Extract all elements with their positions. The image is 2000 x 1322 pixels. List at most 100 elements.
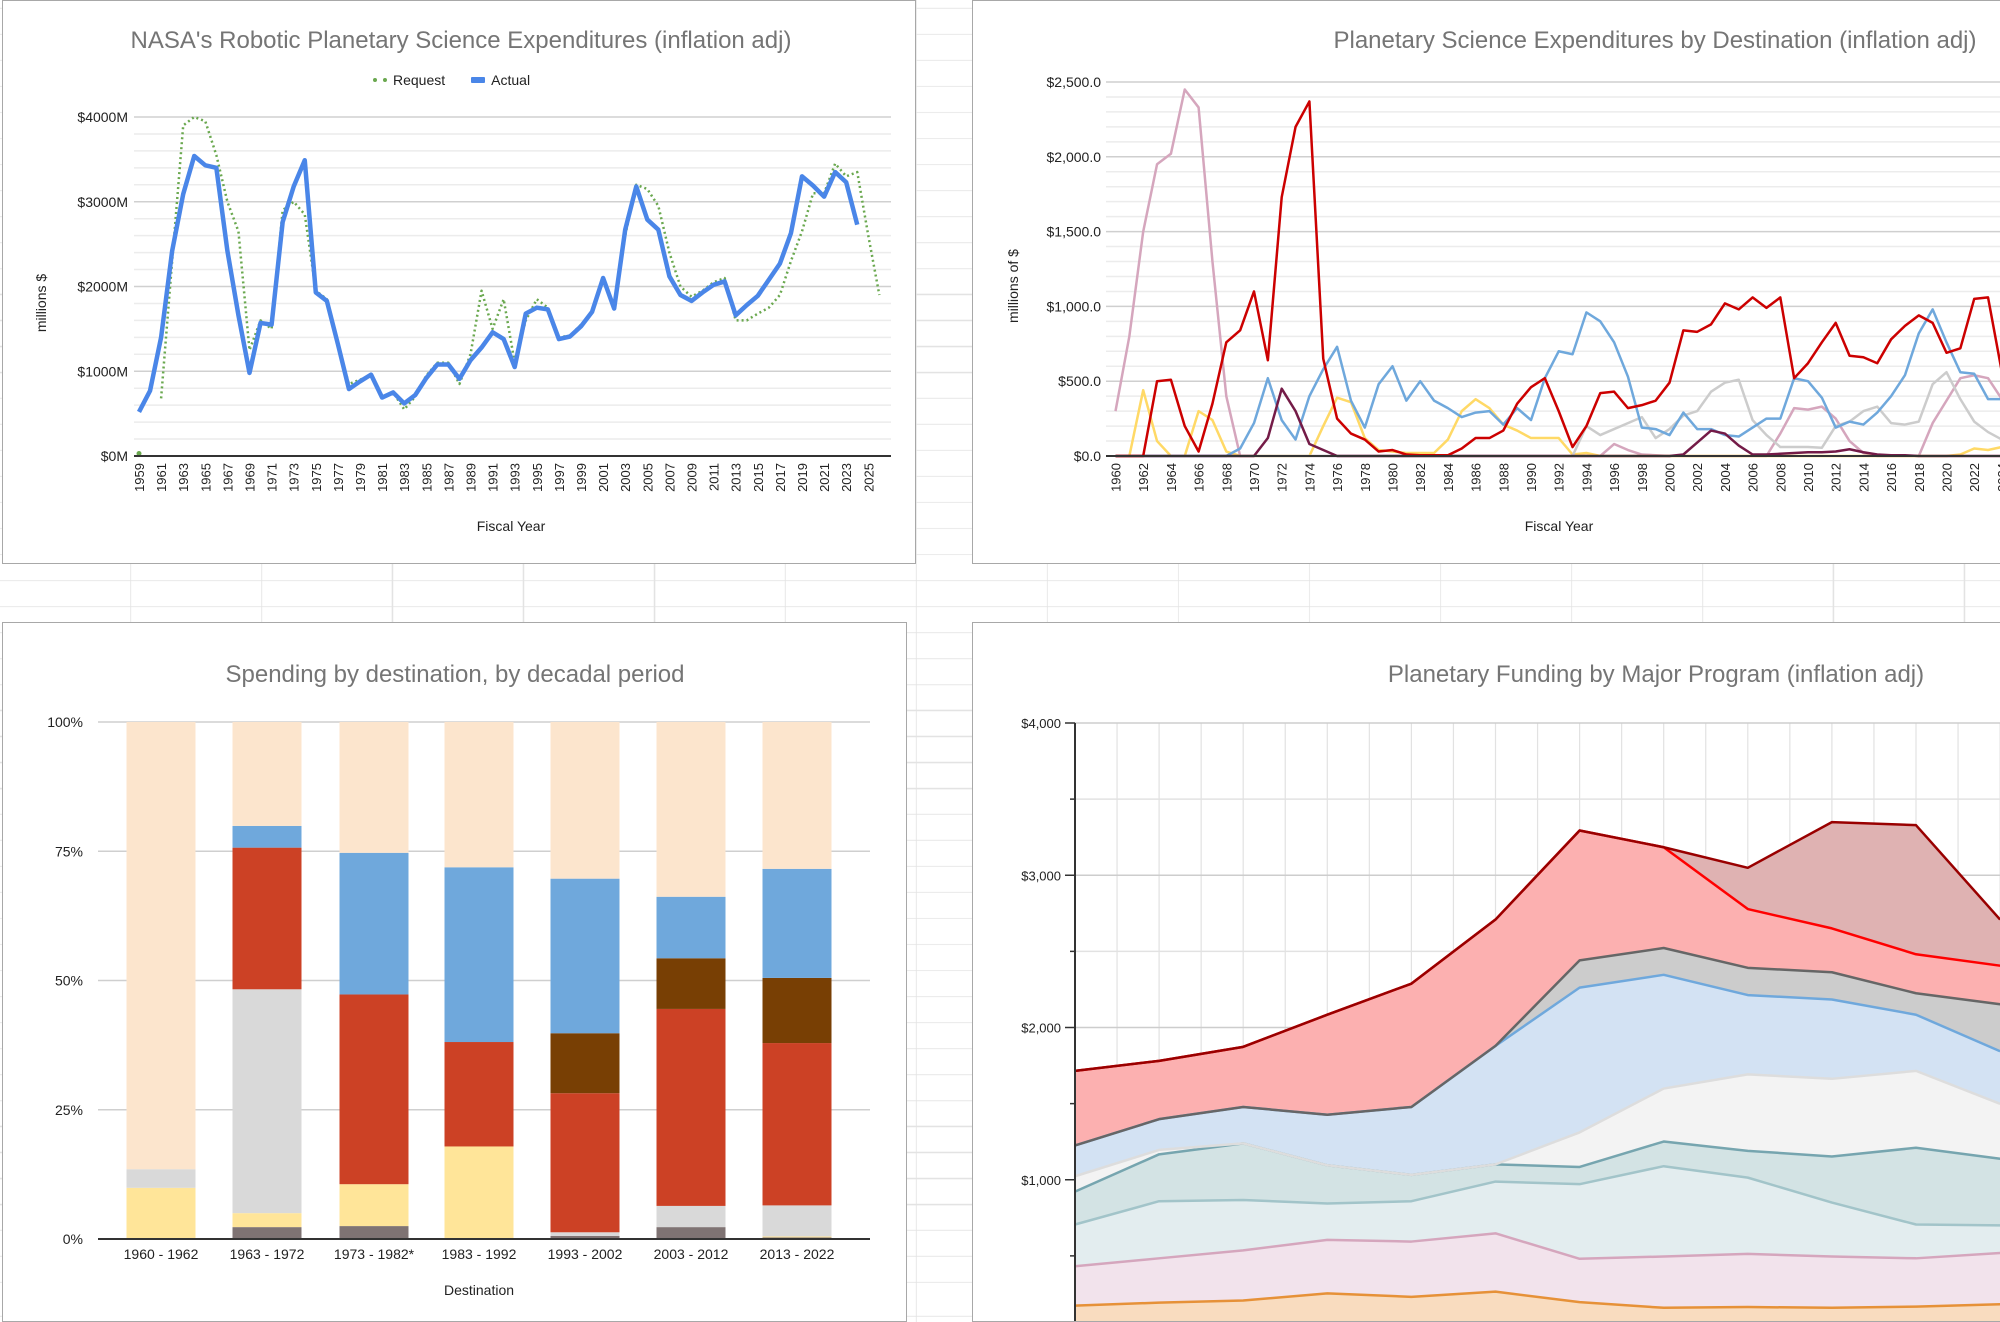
x-tick-label: 1986 [1469,463,1484,492]
x-tick-label: 1969 [243,463,258,492]
x-tick-label: 1990 [1524,463,1539,492]
y-tick-label: $500.0 [1058,373,1101,389]
x-tick-label: 2017 [773,463,788,492]
chart-3-title: Spending by destination, by decadal peri… [226,661,685,689]
x-tick-label: 1995 [530,463,545,492]
x-tick-label: 1977 [331,463,346,492]
x-tick-label: 1996 [1607,463,1622,492]
bar-segment [233,722,302,826]
x-tick-label: 1978 [1358,463,1373,492]
x-tick-label: 2006 [1746,463,1761,492]
x-tick-label: 1963 - 1972 [230,1246,305,1262]
y-tick-label: $4,000 [1021,716,1061,731]
x-tick-label: 1997 [552,463,567,492]
x-tick-label: 2024 [1995,463,2000,492]
x-tick-label: 2014 [1856,463,1871,492]
x-tick-label: 1985 [419,463,434,492]
x-tick-label: 2011 [707,463,722,491]
x-tick-label: 1987 [441,463,456,492]
x-tick-label: 2012 [1829,463,1844,492]
bar-segment [340,1226,409,1239]
bar-segment [763,1043,832,1205]
legend-actual-swatch [471,77,485,83]
bar-segment [127,1169,196,1188]
bar-segment [233,848,302,990]
chart-4-plot: $1,000$2,000$3,000$4,000 [973,623,2000,1322]
x-tick-label: 1994 [1579,463,1594,492]
x-tick-label: 1992 [1552,463,1567,492]
x-tick-label: 1993 - 2002 [548,1246,623,1262]
x-tick-label: 1960 [1109,463,1124,492]
bar-segment [657,722,726,897]
y-tick-label: $0M [101,448,128,464]
chart-1-x-axis-title: Fiscal Year [477,518,545,534]
destination-series-line-2 [1116,372,2000,456]
x-tick-label: 2005 [640,463,655,492]
x-tick-label: 1979 [353,463,368,492]
y-tick-label: $3000M [77,194,128,210]
legend-request-swatch [373,78,387,82]
x-tick-label: 2018 [1912,463,1927,492]
bar-segment [233,1213,302,1227]
x-tick-label: 1991 [486,463,501,492]
x-tick-label: 1981 [375,463,390,492]
x-tick-label: 2007 [662,463,677,492]
bar-segment [340,994,409,1184]
x-tick-label: 1988 [1496,463,1511,492]
x-tick-label: 2008 [1773,463,1788,492]
chart-panel-expenditures-by-destination[interactable]: $0.0$500.0$1,000.0$1,500.0$2,000.0$2,500… [972,0,2000,564]
request-series-line [161,117,879,409]
bar-segment [445,867,514,1042]
x-tick-label: 2020 [1940,463,1955,492]
x-tick-label: 1975 [309,463,324,492]
chart-2-plot: $0.0$500.0$1,000.0$1,500.0$2,000.0$2,500… [973,1,2000,564]
chart-4-title: Planetary Funding by Major Program (infl… [1388,661,1924,689]
x-tick-label: 1974 [1302,463,1317,492]
x-tick-label: 1984 [1441,463,1456,492]
x-tick-label: 2019 [795,463,810,492]
x-tick-label: 1967 [220,463,235,492]
bar-segment [445,1042,514,1146]
y-tick-label: $4000M [77,109,128,125]
legend-request-label: Request [393,72,445,88]
x-tick-label: 1973 - 1982* [334,1246,415,1262]
bar-segment [551,1033,620,1093]
x-tick-label: 2013 [729,463,744,492]
bar-segment [657,1009,726,1206]
bar-segment [445,722,514,867]
x-tick-label: 2003 [618,463,633,492]
chart-panel-funding-by-program[interactable]: $1,000$2,000$3,000$4,000 Planetary Fundi… [972,622,2000,1322]
bar-segment [340,722,409,853]
x-tick-label: 2001 [596,463,611,492]
x-tick-label: 2023 [839,463,854,492]
x-tick-label: 2003 - 2012 [654,1246,729,1262]
destination-series-line-1 [1116,390,2000,456]
y-tick-label: $3,000 [1021,868,1061,883]
bar-segment [551,722,620,879]
x-tick-label: 1983 [397,463,412,492]
chart-1-legend: Request Actual [373,72,530,88]
y-tick-label: 100% [47,714,83,730]
x-tick-label: 2015 [751,463,766,492]
bar-segment [763,1205,832,1236]
x-tick-label: 2021 [817,463,832,492]
x-tick-label: 1993 [508,463,523,492]
legend-actual-label: Actual [491,72,530,88]
y-tick-label: $1,500.0 [1047,224,1102,240]
x-tick-label: 1976 [1330,463,1345,492]
bar-segment [551,1232,620,1236]
destination-series-line-3 [1116,309,2000,456]
x-tick-label: 2010 [1801,463,1816,492]
y-tick-label: $0.0 [1074,448,1101,464]
x-tick-label: 1980 [1386,463,1401,492]
bar-segment [127,1188,196,1239]
x-tick-label: 2025 [861,463,876,492]
bar-segment [233,1227,302,1239]
actual-series-line [139,156,857,412]
x-tick-label: 2009 [685,463,700,492]
bar-segment [340,1184,409,1226]
x-tick-label: 1973 [287,463,302,492]
x-tick-label: 1962 [1136,463,1151,492]
